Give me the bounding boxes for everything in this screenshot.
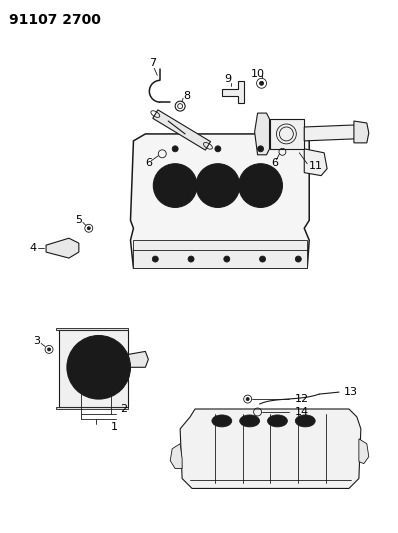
Ellipse shape [267, 415, 287, 427]
Text: 11: 11 [309, 161, 323, 171]
Polygon shape [46, 238, 79, 258]
Polygon shape [133, 240, 307, 268]
Circle shape [295, 256, 301, 262]
Text: 8: 8 [183, 91, 190, 101]
Text: 2: 2 [121, 404, 128, 414]
Text: 5: 5 [75, 215, 82, 225]
Text: 3: 3 [34, 336, 41, 346]
Polygon shape [131, 134, 309, 268]
Text: 91107 2700: 91107 2700 [9, 13, 101, 27]
Circle shape [85, 353, 113, 381]
Text: 7: 7 [149, 59, 156, 68]
Polygon shape [255, 113, 269, 155]
Circle shape [203, 171, 233, 200]
Ellipse shape [212, 415, 232, 427]
Polygon shape [59, 329, 129, 407]
Text: 12: 12 [295, 394, 308, 404]
Polygon shape [304, 149, 327, 176]
Text: 4: 4 [29, 243, 37, 253]
Text: 9: 9 [224, 74, 231, 84]
Circle shape [152, 256, 158, 262]
Polygon shape [222, 82, 244, 103]
Polygon shape [56, 407, 129, 409]
Circle shape [188, 256, 194, 262]
Circle shape [93, 361, 105, 373]
Polygon shape [359, 439, 369, 464]
Circle shape [48, 348, 51, 351]
Circle shape [258, 146, 263, 152]
Polygon shape [269, 119, 304, 149]
Text: 6: 6 [271, 158, 278, 168]
Circle shape [259, 82, 263, 85]
Circle shape [67, 335, 131, 399]
Ellipse shape [295, 415, 315, 427]
Polygon shape [304, 125, 359, 141]
Text: 13: 13 [344, 387, 358, 397]
Polygon shape [170, 444, 182, 469]
Polygon shape [129, 351, 148, 367]
Polygon shape [153, 110, 211, 150]
Circle shape [172, 146, 178, 152]
Circle shape [87, 227, 90, 230]
Circle shape [246, 398, 249, 401]
Polygon shape [56, 328, 129, 329]
Circle shape [259, 256, 265, 262]
Text: 10: 10 [251, 69, 265, 79]
Circle shape [215, 146, 221, 152]
Circle shape [153, 164, 197, 207]
Circle shape [196, 164, 240, 207]
Circle shape [246, 171, 275, 200]
Circle shape [239, 164, 283, 207]
Circle shape [160, 171, 190, 200]
Text: 1: 1 [111, 422, 118, 432]
Text: 6: 6 [145, 158, 152, 168]
Circle shape [224, 256, 230, 262]
Circle shape [75, 343, 123, 391]
Polygon shape [180, 409, 361, 488]
Text: 14: 14 [295, 407, 308, 417]
Ellipse shape [240, 415, 259, 427]
Polygon shape [354, 121, 369, 143]
